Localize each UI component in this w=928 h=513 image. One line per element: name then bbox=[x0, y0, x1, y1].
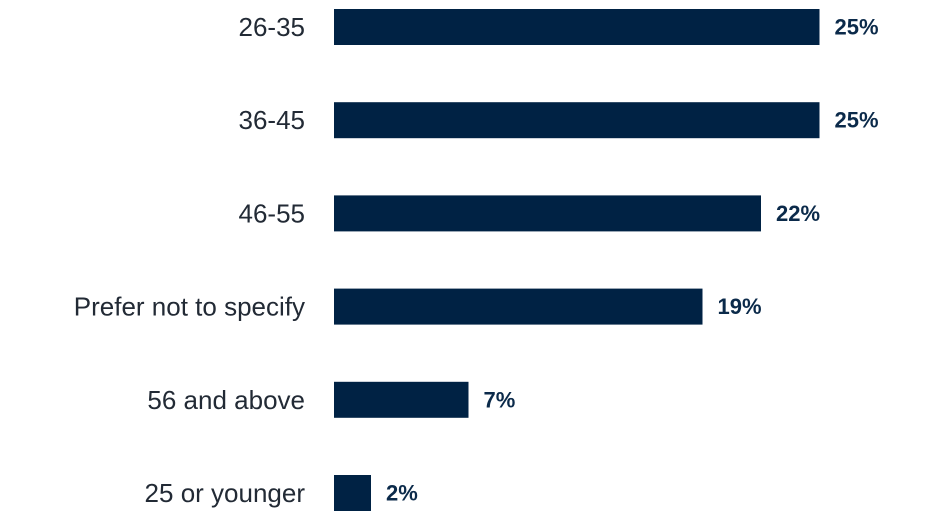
category-label-5: 25 or younger bbox=[145, 478, 306, 508]
value-labels-group: 25% 25% 22% 19% 7% 2% bbox=[386, 15, 879, 506]
bar-5 bbox=[332, 473, 373, 513]
bar-0 bbox=[332, 7, 822, 47]
bar-1 bbox=[332, 100, 822, 141]
category-labels-group: 26-35 36-45 46-55 Prefer not to specify 56 a… bbox=[74, 12, 306, 508]
category-label-1: 36-45 bbox=[239, 105, 306, 135]
value-label-4: 7% bbox=[484, 387, 516, 412]
category-label-2: 46-55 bbox=[239, 198, 306, 228]
value-label-5: 2% bbox=[386, 481, 418, 506]
bar-3 bbox=[332, 286, 705, 327]
value-label-1: 25% bbox=[835, 108, 879, 133]
value-label-2: 22% bbox=[776, 201, 820, 226]
category-label-3: Prefer not to specify bbox=[74, 292, 305, 322]
bar-4 bbox=[332, 379, 471, 420]
category-label-0: 26-35 bbox=[239, 12, 306, 42]
category-label-4: 56 and above bbox=[147, 385, 305, 415]
bar-2 bbox=[332, 193, 763, 234]
bars-group bbox=[332, 7, 822, 513]
value-label-0: 25% bbox=[835, 15, 879, 40]
value-label-3: 19% bbox=[718, 294, 762, 319]
